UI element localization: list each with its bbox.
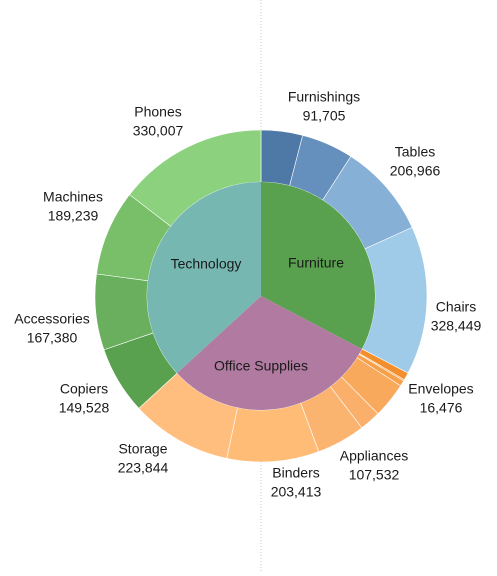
label-accessories-value: 167,380: [27, 330, 78, 346]
category-label-furniture: Furniture: [288, 255, 344, 271]
label-storage-value: 223,844: [118, 460, 169, 476]
label-envelopes-name: Envelopes: [408, 381, 473, 397]
label-machines-value: 189,239: [48, 208, 99, 224]
label-phones-value: 330,007: [133, 123, 184, 139]
label-binders-value: 203,413: [271, 484, 322, 500]
label-machines-name: Machines: [43, 189, 103, 205]
label-accessories-name: Accessories: [14, 311, 89, 327]
label-phones-name: Phones: [134, 104, 181, 120]
label-chairs-name: Chairs: [436, 299, 476, 315]
chart-labels: Furniture Office Supplies Technology Furnis…: [14, 89, 481, 500]
label-tables-name: Tables: [395, 144, 435, 160]
category-slice-furniture[interactable]: [261, 182, 375, 349]
outer-ring: [94, 129, 428, 463]
category-label-office-supplies: Office Supplies: [214, 358, 308, 374]
category-slice-technology[interactable]: [146, 182, 261, 374]
label-furnishings-name: Furnishings: [288, 89, 360, 105]
label-chairs-value: 328,449: [431, 318, 482, 334]
label-appliances-name: Appliances: [340, 448, 409, 464]
label-envelopes-value: 16,476: [420, 400, 463, 416]
label-appliances-value: 107,532: [349, 467, 400, 483]
label-tables-value: 206,966: [390, 163, 441, 179]
inner-ring: [146, 182, 375, 410]
category-label-technology: Technology: [171, 256, 242, 272]
label-storage-name: Storage: [118, 441, 167, 457]
label-furnishings-value: 91,705: [303, 108, 346, 124]
label-binders-name: Binders: [272, 465, 319, 481]
category-slice-office-supplies[interactable]: [177, 296, 362, 410]
label-copiers-name: Copiers: [60, 381, 108, 397]
label-copiers-value: 149,528: [59, 400, 110, 416]
